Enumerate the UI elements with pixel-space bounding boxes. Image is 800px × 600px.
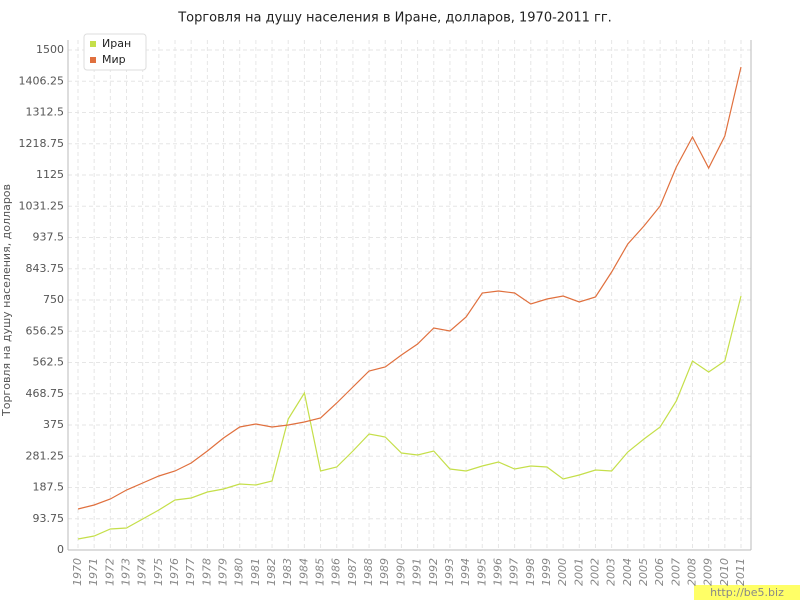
x-tick-label: 1984 (297, 558, 310, 586)
y-tick-label: 656.25 (26, 324, 65, 337)
x-tick-label: 1996 (491, 558, 504, 586)
y-tick-label: 843.75 (26, 262, 65, 275)
x-tick-label: 2011 (734, 558, 747, 586)
legend-label: Мир (102, 53, 126, 66)
y-tick-label: 375 (43, 418, 64, 431)
x-tick-label: 2008 (685, 558, 698, 586)
y-tick-label: 1125 (36, 168, 64, 181)
x-tick-label: 2009 (702, 558, 715, 586)
y-tick-label: 281.25 (26, 449, 65, 462)
y-tick-label: 1500 (36, 43, 64, 56)
y-tick-label: 0 (57, 543, 64, 556)
legend-box (83, 33, 147, 71)
x-tick-label: 1998 (524, 558, 537, 586)
watermark-bg (694, 585, 800, 600)
series-line (77, 295, 742, 540)
x-tick-label: 2003 (605, 558, 618, 586)
x-tick-label: 1975 (152, 558, 165, 586)
y-tick-label: 562.5 (33, 356, 65, 369)
x-tick-label: 1982 (265, 558, 278, 586)
x-tick-label: 1990 (394, 558, 407, 586)
y-tick-label: 187.5 (33, 481, 65, 494)
x-tick-label: 1995 (475, 558, 488, 586)
x-tick-label: 2001 (572, 558, 585, 586)
legend-swatch (90, 41, 96, 47)
x-tick-label: 1987 (346, 558, 359, 586)
x-tick-label: 1992 (427, 558, 440, 586)
x-tick-label: 1993 (443, 558, 456, 586)
x-tick-label: 2007 (669, 558, 682, 586)
y-tick-label: 1406.25 (19, 74, 65, 87)
x-tick-label: 1994 (459, 558, 472, 586)
y-tick-label: 93.75 (33, 512, 65, 525)
y-tick-label: 750 (43, 293, 64, 306)
legend-label: Иран (102, 37, 131, 50)
x-tick-label: 2000 (556, 558, 569, 586)
x-tick-label: 1985 (314, 558, 327, 586)
x-tick-label: 1973 (120, 558, 133, 586)
x-tick-label: 1974 (136, 558, 149, 586)
x-tick-label: 2002 (588, 558, 601, 586)
x-tick-label: 1978 (200, 558, 213, 586)
y-tick-label: 468.75 (26, 387, 65, 400)
x-tick-label: 1986 (330, 558, 343, 586)
x-tick-label: 1980 (233, 558, 246, 586)
x-tick-label: 1999 (540, 558, 553, 586)
legend: Иран Мир (83, 33, 147, 71)
x-tick-label: 1983 (281, 558, 294, 586)
x-tick-label: 1989 (378, 558, 391, 586)
x-tick-label: 1976 (168, 558, 181, 586)
x-tick-label: 2005 (637, 558, 650, 586)
y-tick-label: 1312.5 (26, 106, 65, 119)
x-tick-label: 2006 (653, 558, 666, 586)
x-tick-label: 2004 (621, 558, 634, 586)
x-tick-label: 1977 (184, 558, 197, 586)
x-tick-label: 1991 (411, 558, 424, 586)
y-axis-label: Торговля на душу населения, долларов (0, 184, 13, 417)
x-tick-label: 1997 (508, 558, 521, 586)
y-tick-label: 1218.75 (19, 137, 65, 150)
x-tick-label: 1981 (249, 558, 262, 586)
y-tick-label: 937.5 (33, 231, 65, 244)
series-line (77, 66, 742, 510)
x-tick-label: 1971 (87, 558, 100, 586)
y-tick-label: 1031.25 (19, 199, 65, 212)
x-tick-label: 1972 (103, 558, 116, 586)
x-tick-label: 2010 (718, 558, 731, 586)
x-tick-label: 1979 (217, 558, 230, 586)
x-tick-label: 1970 (71, 558, 84, 586)
watermark: http://be5.biz (710, 586, 784, 599)
chart-title: Торговля на душу населения в Иране, долл… (177, 11, 612, 26)
x-tick-label: 1988 (362, 558, 375, 586)
legend-swatch (90, 57, 96, 63)
